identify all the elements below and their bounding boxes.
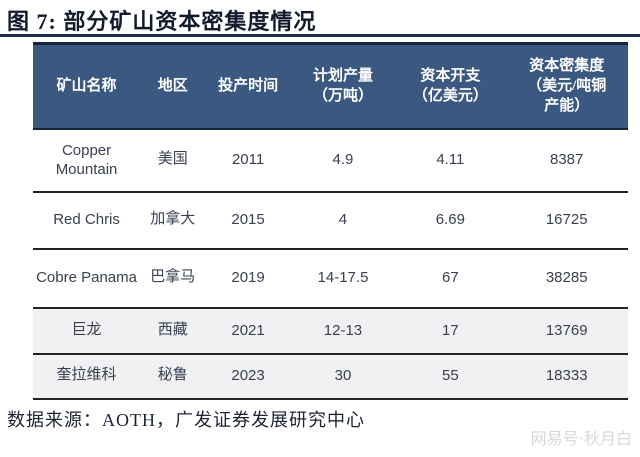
column-header-planned-output: 计划产量 （万吨） [290,42,396,130]
cell-planned-output: 4 [290,191,396,250]
cell-capital-intensity: 18333 [505,353,628,400]
cell-capital-intensity: 38285 [505,248,628,309]
cell-planned-output: 4.9 [290,128,396,193]
table-row: 奎拉维科 秘鲁 2023 30 55 18333 [33,353,628,400]
column-header-capital-intensity: 资本密集度 （美元/吨铜 产能） [505,42,628,130]
cell-capital-intensity: 13769 [505,307,628,355]
figure-title: 图 7: 部分矿山资本密集度情况 [7,9,317,34]
cell-start-year: 2015 [205,191,291,250]
cell-region: 加拿大 [140,191,206,250]
cell-mine-name: 巨龙 [33,307,141,355]
cell-region: 巴拿马 [140,248,206,309]
cell-planned-output: 30 [290,353,396,400]
cell-capex: 55 [395,353,506,400]
cell-region: 秘鲁 [140,353,206,400]
column-header-start-year: 投产时间 [205,42,291,130]
cell-capex: 17 [395,307,506,355]
cell-start-year: 2019 [205,248,291,309]
cell-region: 美国 [140,128,206,193]
cell-capex: 6.69 [395,191,506,250]
data-source: 数据来源：AOTH，广发证券发展研究中心 [7,410,365,430]
table-row: Cobre Panama 巴拿马 2019 14-17.5 67 38285 [33,248,628,309]
cell-mine-name: Copper Mountain [33,128,141,193]
cell-capex: 4.11 [395,128,506,193]
cell-mine-name: 奎拉维科 [33,353,141,400]
cell-start-year: 2023 [205,353,291,400]
title-underline [0,34,640,37]
capital-intensity-table-wrap: 矿山名称 地区 投产时间 计划产量 （万吨） 资本开支 （亿美元） [33,42,628,400]
table-row: Red Chris 加拿大 2015 4 6.69 16725 [33,191,628,250]
cell-capex: 67 [395,248,506,309]
cell-region: 西藏 [140,307,206,355]
cell-start-year: 2021 [205,307,291,355]
capital-intensity-table: 矿山名称 地区 投产时间 计划产量 （万吨） 资本开支 （亿美元） [33,42,628,400]
table-row: 巨龙 西藏 2021 12-13 17 13769 [33,307,628,355]
cell-planned-output: 12-13 [290,307,396,355]
cell-planned-output: 14-17.5 [290,248,396,309]
table-row: Copper Mountain 美国 2011 4.9 4.11 8387 [33,128,628,193]
cell-mine-name: Cobre Panama [33,248,141,309]
cell-capital-intensity: 16725 [505,191,628,250]
column-header-mine-name: 矿山名称 [33,42,141,130]
cell-start-year: 2011 [205,128,291,193]
watermark: 网易号·秋月白 [530,431,632,448]
column-header-region: 地区 [140,42,206,130]
table-header-row: 矿山名称 地区 投产时间 计划产量 （万吨） 资本开支 （亿美元） [33,42,628,130]
cell-mine-name: Red Chris [33,191,141,250]
cell-capital-intensity: 8387 [505,128,628,193]
column-header-capex: 资本开支 （亿美元） [395,42,506,130]
